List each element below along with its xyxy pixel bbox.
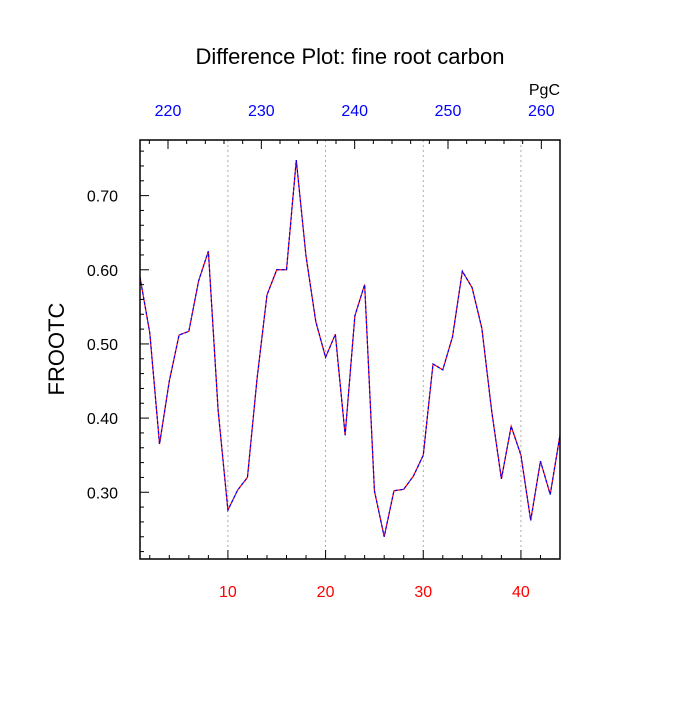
y-tick-label: 0.60 [87, 263, 118, 280]
grid-layer [227, 140, 522, 559]
axis-layer: 10 20 30 40 220 230 240 250 260 0.30 0.40 0.50 0.60 0… [87, 103, 561, 601]
top-tick-label: 250 [435, 103, 462, 120]
top-tick-label: 220 [155, 103, 182, 120]
top-tick-label: 230 [248, 103, 275, 120]
y-tick-label: 0.50 [87, 337, 118, 354]
series-line-underlay [139, 159, 561, 537]
x-tick-label: 40 [512, 584, 530, 601]
y-tick-label: 0.40 [87, 411, 118, 428]
plot-frame [139, 139, 561, 560]
x-tick-label: 10 [219, 584, 237, 601]
top-tick-label: 260 [528, 103, 555, 120]
line-layer [139, 159, 561, 537]
top-axis-unit: PgC [529, 82, 560, 99]
top-tick-label: 240 [341, 103, 368, 120]
series-line [139, 159, 561, 537]
chart-title: Difference Plot: fine root carbon [196, 44, 505, 69]
y-tick-label: 0.30 [87, 485, 118, 502]
x-tick-label: 20 [317, 584, 335, 601]
y-axis-label: FROOTC [44, 302, 69, 395]
y-tick-label: 0.70 [87, 189, 118, 206]
x-tick-label: 30 [414, 584, 432, 601]
